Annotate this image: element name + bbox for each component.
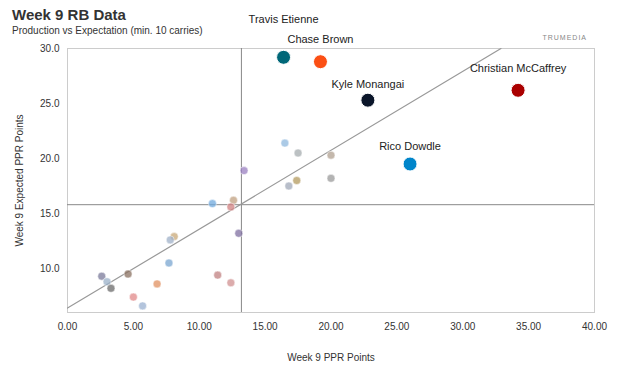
svg-text:20.0: 20.0 xyxy=(40,153,60,164)
html-text:Production vs Expectation (min: Production vs Expectation (min. 10 carri… xyxy=(12,25,203,36)
svg-text:15.00: 15.00 xyxy=(253,321,278,332)
svg-text:Chase Brown: Chase Brown xyxy=(287,33,353,45)
svg-text:Kyle Monangai: Kyle Monangai xyxy=(331,78,404,90)
html-text:TRUMEDIA: TRUMEDIA xyxy=(542,34,587,41)
svg-text:25.00: 25.00 xyxy=(384,321,409,332)
svg-text:20.00: 20.00 xyxy=(318,321,343,332)
svg-text:0.00: 0.00 xyxy=(58,321,78,332)
svg-text:15.0: 15.0 xyxy=(40,208,60,219)
svg-text:10.00: 10.00 xyxy=(187,321,212,332)
svg-text:Christian McCaffrey: Christian McCaffrey xyxy=(470,62,567,74)
svg-text:25.0: 25.0 xyxy=(40,98,60,109)
svg-text:Travis Etienne: Travis Etienne xyxy=(249,13,319,25)
svg-text:35.00: 35.00 xyxy=(516,321,541,332)
svg-text:30.0: 30.0 xyxy=(40,43,60,54)
svg-text:5.00: 5.00 xyxy=(124,321,144,332)
svg-text:Week 9 Expected PPR Points: Week 9 Expected PPR Points xyxy=(14,114,25,246)
svg-text:10.0: 10.0 xyxy=(40,263,60,274)
svg-text:Week 9 PPR Points: Week 9 PPR Points xyxy=(287,352,375,363)
html-text:Week 9 RB Data: Week 9 RB Data xyxy=(12,6,126,23)
svg-text:Rico Dowdle: Rico Dowdle xyxy=(379,140,441,152)
svg-text:40.00: 40.00 xyxy=(582,321,607,332)
svg-text:30.00: 30.00 xyxy=(450,321,475,332)
